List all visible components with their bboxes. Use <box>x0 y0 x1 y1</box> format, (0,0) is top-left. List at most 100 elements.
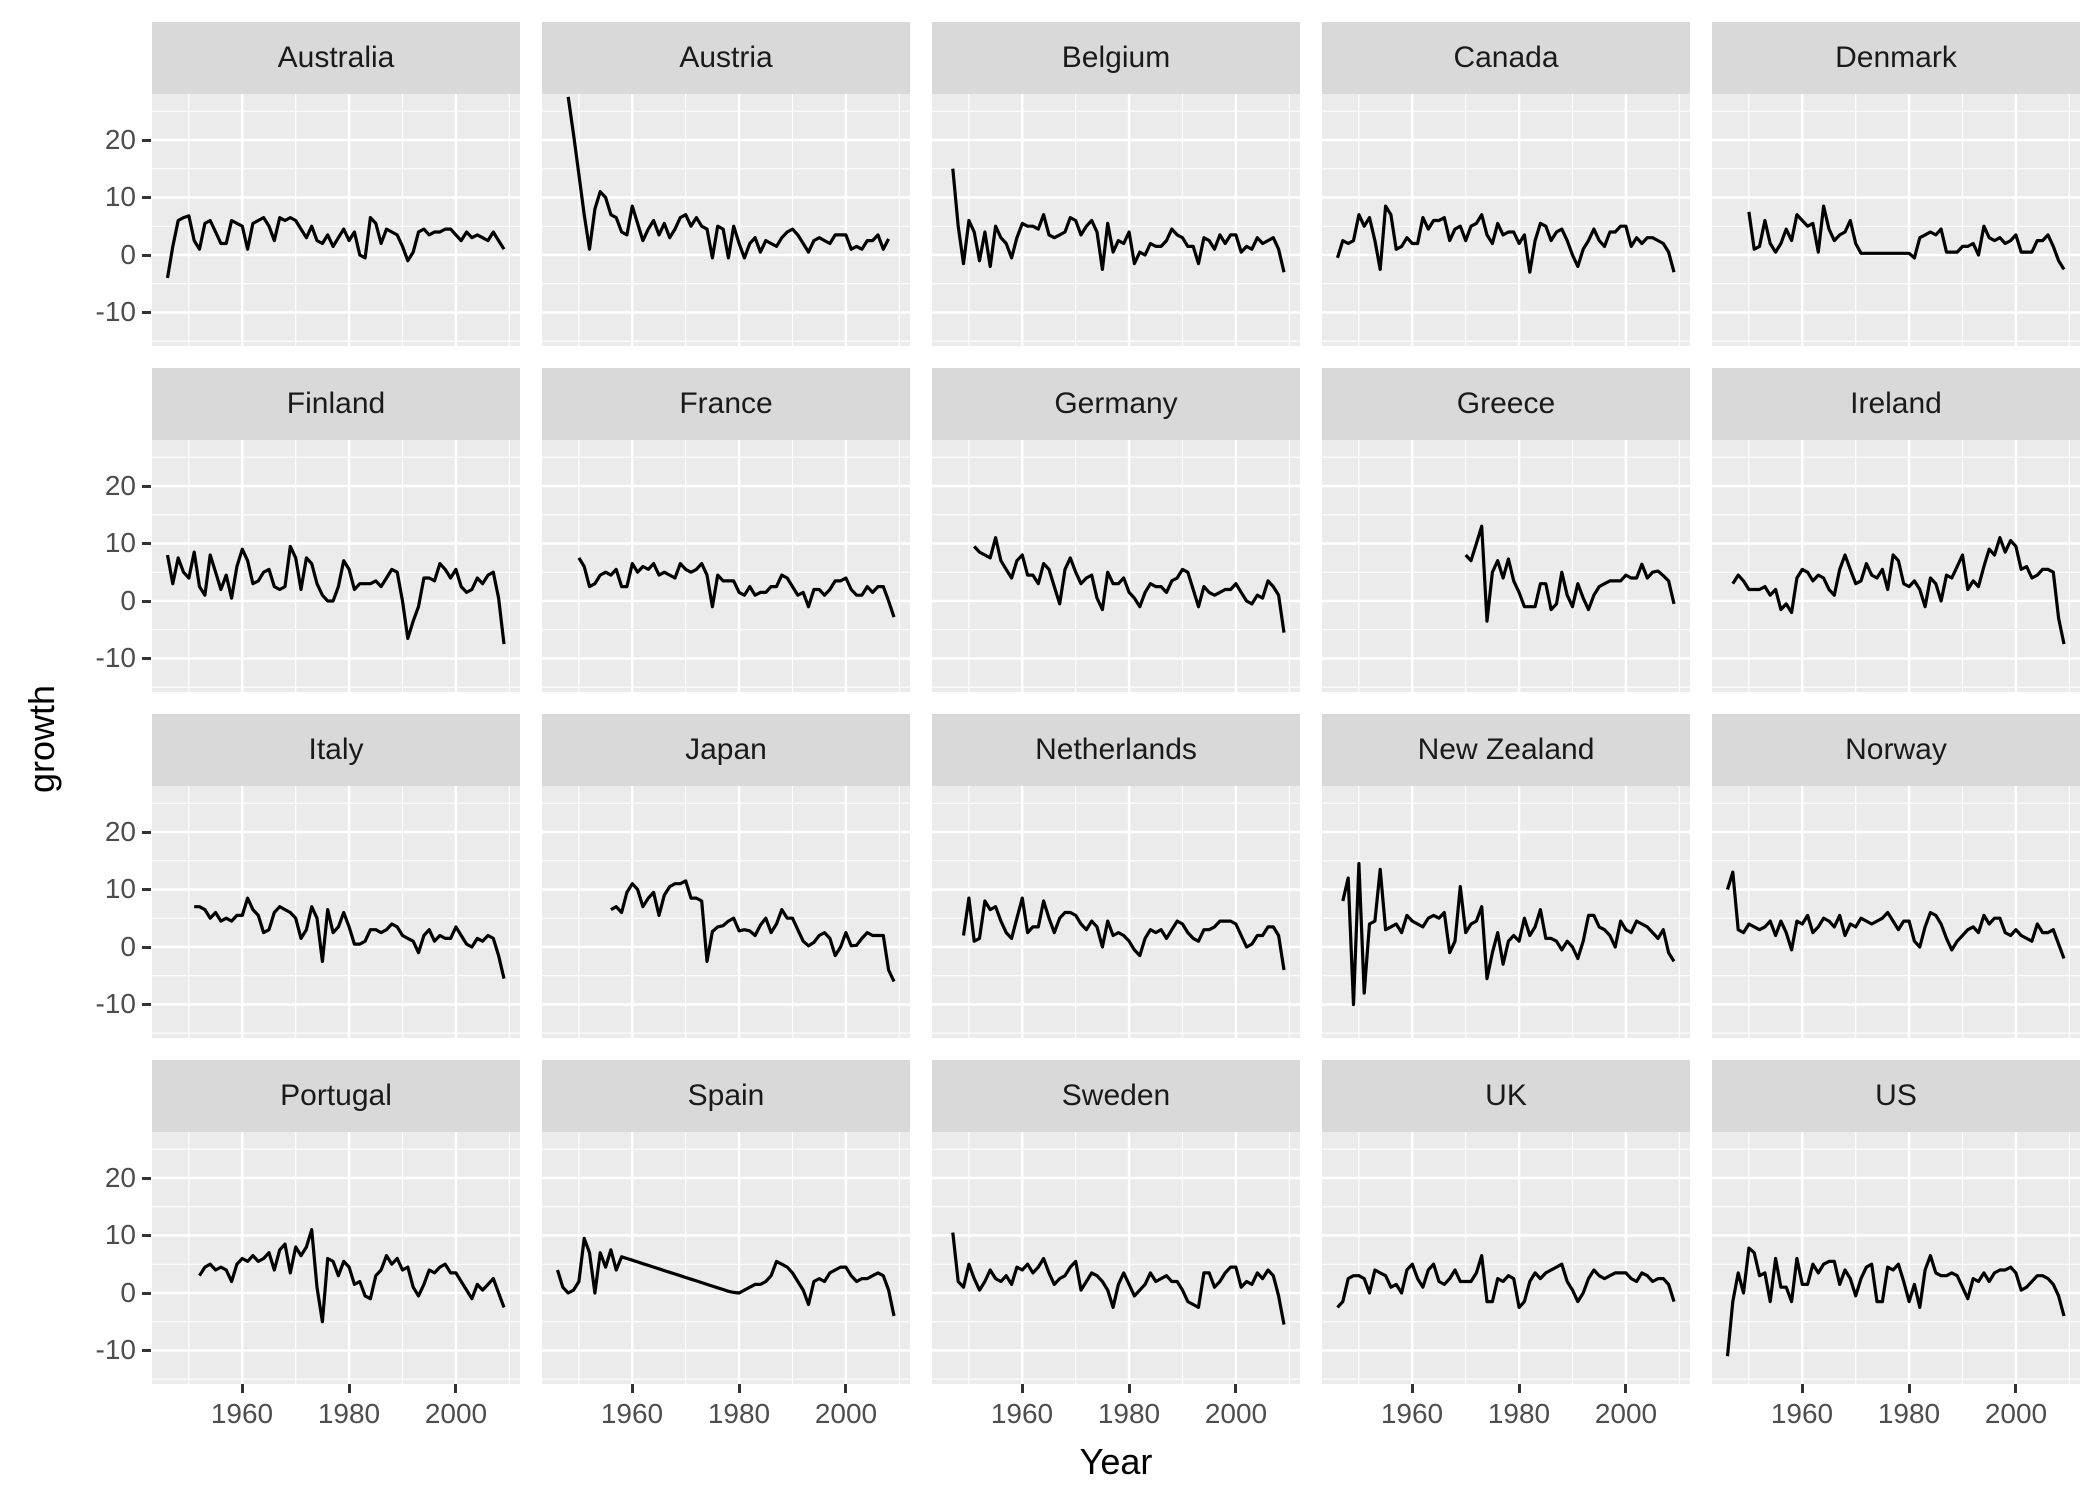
x-tick-mark <box>1624 1384 1628 1393</box>
y-tick-mark <box>142 888 151 891</box>
facet-label: Germany <box>1054 387 1178 420</box>
series-line-austria <box>566 96 891 260</box>
x-tick-label: 1980 <box>317 1398 381 1429</box>
facet-strip-finland: Finland <box>152 368 520 440</box>
x-tick-label: 2000 <box>1984 1398 2048 1429</box>
x-tick-mark <box>1127 1384 1131 1393</box>
x-tick-label: 1960 <box>210 1398 274 1429</box>
series-line-japan <box>610 879 896 983</box>
facet-label: Spain <box>687 1079 765 1112</box>
y-tick-label: 20 <box>104 124 136 155</box>
facet-label: Portugal <box>280 1079 392 1112</box>
facet-panel-austria <box>542 94 910 346</box>
y-tick-mark <box>142 253 151 257</box>
facet-strip-netherlands: Netherlands <box>932 714 1300 786</box>
series-line-greece <box>1464 524 1676 623</box>
y-tick-label: 0 <box>120 931 136 962</box>
facet-label: Denmark <box>1835 41 1957 74</box>
facet-panel-australia <box>152 94 520 346</box>
y-tick-label: 10 <box>104 527 136 558</box>
series-line-finland <box>165 544 506 645</box>
y-tick-label: 10 <box>104 1219 136 1250</box>
x-tick-mark <box>1234 1384 1238 1393</box>
y-tick-mark <box>142 657 151 660</box>
y-tick-mark <box>142 1234 151 1237</box>
x-tick-label: 1960 <box>1770 1398 1834 1429</box>
y-tick-mark <box>142 1291 151 1295</box>
facet-strip-spain: Spain <box>542 1060 910 1132</box>
series-line-us <box>1725 1246 2066 1357</box>
facet-strip-belgium: Belgium <box>932 22 1300 94</box>
series-line-uk <box>1336 1253 1676 1309</box>
y-tick-mark <box>142 542 151 545</box>
facet-panel-spain <box>542 1132 910 1384</box>
y-tick-label: 20 <box>104 470 136 501</box>
facet-label: UK <box>1485 1079 1527 1112</box>
facet-panel-germany <box>932 440 1300 692</box>
y-tick-mark <box>142 599 151 603</box>
facet-strip-italy: Italy <box>152 714 520 786</box>
y-tick-label: -10 <box>95 296 136 327</box>
facet-strip-japan: Japan <box>542 714 910 786</box>
x-tick-label: 1980 <box>1877 1398 1941 1429</box>
facet-panel-netherlands <box>932 786 1300 1038</box>
facet-strip-sweden: Sweden <box>932 1060 1300 1132</box>
y-tick-mark <box>142 1349 151 1352</box>
facet-strip-denmark: Denmark <box>1712 22 2080 94</box>
facet-panel-uk <box>1322 1132 1690 1384</box>
y-tick-label: 0 <box>120 239 136 270</box>
series-line-belgium <box>951 168 1286 273</box>
x-axis-title: Year <box>1079 1441 1153 1482</box>
series-line-portugal <box>198 1228 506 1324</box>
facet-label: Canada <box>1453 41 1559 74</box>
x-tick-mark <box>1907 1384 1911 1393</box>
series-line-canada <box>1335 204 1676 274</box>
facet-panel-france <box>542 440 910 692</box>
x-tick-mark <box>1800 1384 1804 1393</box>
facet-label: New Zealand <box>1417 733 1595 766</box>
facet-panel-japan <box>542 786 910 1038</box>
facet-label: Belgium <box>1061 41 1171 74</box>
facet-strip-portugal: Portugal <box>152 1060 520 1132</box>
x-tick-label: 2000 <box>1204 1398 1268 1429</box>
x-tick-label: 2000 <box>1594 1398 1658 1429</box>
y-axis-title: growth <box>21 684 62 794</box>
series-line-norway <box>1725 870 2066 960</box>
facet-panel-portugal <box>152 1132 520 1384</box>
facet-label: Netherlands <box>1035 733 1197 766</box>
x-tick-mark <box>1410 1384 1414 1393</box>
series-line-sweden <box>951 1232 1286 1325</box>
x-tick-mark <box>454 1384 458 1393</box>
y-tick-mark <box>142 945 151 949</box>
facet-strip-canada: Canada <box>1322 22 1690 94</box>
facet-strip-ireland: Ireland <box>1712 368 2080 440</box>
y-tick-mark <box>142 311 151 314</box>
x-tick-label: 1960 <box>990 1398 1054 1429</box>
facet-panel-greece <box>1322 440 1690 692</box>
x-tick-mark <box>737 1384 741 1393</box>
y-tick-mark <box>142 138 151 142</box>
facet-panel-us <box>1712 1132 2080 1384</box>
facet-label: Japan <box>685 733 767 766</box>
x-tick-label: 2000 <box>424 1398 488 1429</box>
x-tick-mark <box>1020 1384 1024 1393</box>
facet-panel-belgium <box>932 94 1300 346</box>
facet-label: Ireland <box>1850 387 1942 420</box>
facet-panel-sweden <box>932 1132 1300 1384</box>
facet-panel-canada <box>1322 94 1690 346</box>
facet-label: Australia <box>277 41 395 74</box>
y-tick-mark <box>142 484 151 488</box>
x-tick-mark <box>630 1384 634 1393</box>
facet-panel-norway <box>1712 786 2080 1038</box>
facet-label: Austria <box>679 41 773 74</box>
series-line-france <box>577 557 896 618</box>
y-tick-mark <box>142 830 151 834</box>
x-tick-mark <box>844 1384 848 1393</box>
x-tick-label: 1960 <box>1380 1398 1444 1429</box>
x-tick-label: 1980 <box>1097 1398 1161 1429</box>
y-tick-mark <box>142 1003 151 1006</box>
y-tick-label: -10 <box>95 642 136 673</box>
y-tick-label: 20 <box>104 816 136 847</box>
x-tick-label: 1960 <box>600 1398 664 1429</box>
